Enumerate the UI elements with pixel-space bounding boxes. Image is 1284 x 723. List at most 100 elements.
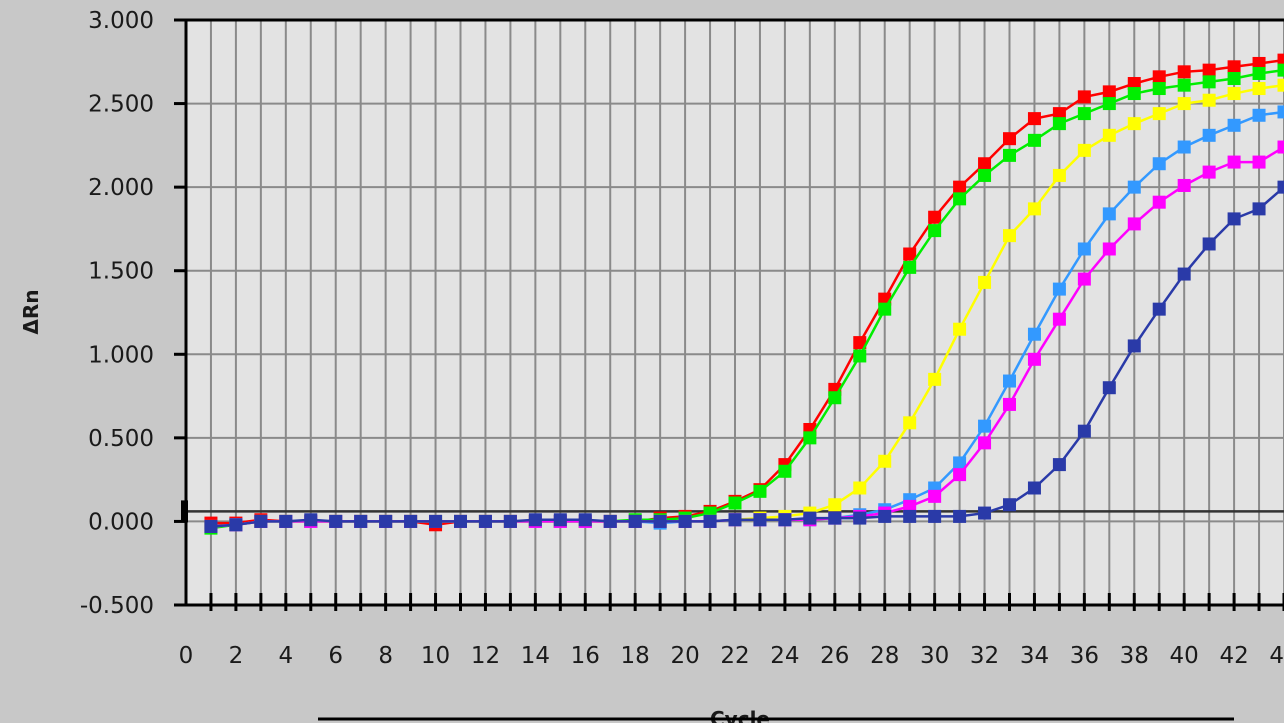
data-point [1027, 481, 1041, 495]
data-point [429, 514, 443, 528]
data-point [404, 514, 418, 528]
data-point [978, 506, 992, 520]
y-tick-label: 2.500 [88, 92, 154, 118]
data-point [1152, 82, 1166, 96]
y-tick-label: 1.000 [88, 342, 154, 368]
data-point [1077, 143, 1091, 157]
data-point [1177, 140, 1191, 154]
data-point [1003, 229, 1016, 243]
x-tick-label: 42 [1219, 643, 1248, 669]
x-tick-label: 26 [820, 643, 849, 669]
data-point [978, 275, 992, 289]
series-layer [204, 53, 1284, 535]
data-point [204, 519, 218, 533]
x-tick-label: 8 [378, 643, 393, 669]
data-point [828, 511, 842, 525]
data-point [1127, 180, 1141, 194]
x-tick-label: 18 [621, 643, 650, 669]
data-point [1202, 93, 1216, 107]
data-point [1077, 107, 1091, 121]
y-tick-label: 2.000 [88, 175, 154, 201]
data-point [903, 260, 917, 274]
data-point [1277, 140, 1284, 154]
x-tick-label: 32 [970, 643, 999, 669]
data-point [828, 498, 842, 512]
data-point [1152, 70, 1166, 84]
data-point [454, 514, 467, 528]
data-point [229, 518, 243, 532]
label-layer: 0 2 4 6 8 10 12 14 16 18 20 22 24 26 28 30 32 34 36 38 40 42 4… [80, 8, 1284, 669]
data-point [1277, 63, 1284, 77]
data-point [953, 192, 967, 206]
data-point [1202, 63, 1216, 77]
data-point [1227, 155, 1241, 169]
x-tick-label: 40 [1170, 643, 1199, 669]
x-tick-label: 16 [571, 643, 600, 669]
data-point [903, 416, 917, 430]
data-point [1102, 242, 1116, 256]
data-point [1277, 105, 1284, 119]
data-point [1152, 157, 1166, 171]
data-point [1127, 77, 1141, 91]
data-point [1077, 90, 1091, 104]
y-tick-label: 0.000 [88, 509, 154, 535]
x-tick-label: 24 [770, 643, 799, 669]
data-point [978, 436, 992, 450]
data-point [503, 514, 517, 528]
data-point [1052, 168, 1066, 182]
data-point [1152, 107, 1166, 121]
data-point [1227, 212, 1241, 226]
data-point [653, 514, 667, 528]
data-point [778, 513, 792, 527]
data-point [578, 513, 592, 527]
data-point [1252, 82, 1266, 96]
data-point [1127, 117, 1141, 131]
data-point [1152, 195, 1166, 209]
x-tick-label: 38 [1120, 643, 1149, 669]
x-tick-label: 44 [1269, 643, 1284, 669]
data-point [1052, 458, 1066, 472]
data-point [1252, 108, 1266, 122]
x-tick-label: 4 [278, 643, 293, 669]
data-point [978, 419, 992, 433]
y-tick-label: -0.500 [80, 593, 154, 619]
axis-layer [174, 18, 1284, 611]
data-point [728, 496, 742, 510]
data-point [903, 509, 917, 523]
data-point [1027, 327, 1041, 341]
data-point [878, 454, 892, 468]
data-point [1077, 242, 1091, 256]
x-tick-label: 30 [920, 643, 949, 669]
data-point [379, 514, 393, 528]
data-point [1003, 374, 1016, 388]
data-point [903, 499, 917, 513]
data-point [1202, 237, 1216, 251]
data-point [703, 514, 717, 528]
data-point [1027, 352, 1041, 366]
data-point [279, 514, 293, 528]
y-axis-title: ΔRn [19, 289, 43, 334]
data-point [928, 372, 942, 386]
data-point [304, 513, 318, 527]
data-point [1227, 60, 1241, 74]
data-point [778, 464, 792, 478]
data-point [1202, 165, 1216, 179]
x-tick-label: 10 [421, 643, 450, 669]
data-point [1052, 312, 1066, 326]
data-point [878, 302, 892, 316]
data-point [1152, 302, 1166, 316]
data-point [953, 322, 967, 336]
data-point [853, 349, 867, 363]
data-point [553, 513, 567, 527]
data-point [828, 391, 842, 405]
data-point [853, 481, 867, 495]
data-point [903, 247, 917, 261]
x-tick-label: 14 [521, 643, 550, 669]
x-tick-label: 6 [328, 643, 343, 669]
x-tick-label: 2 [229, 643, 244, 669]
data-point [1227, 87, 1241, 101]
series-6 [204, 180, 1284, 533]
data-point [528, 513, 542, 527]
data-point [1177, 178, 1191, 192]
